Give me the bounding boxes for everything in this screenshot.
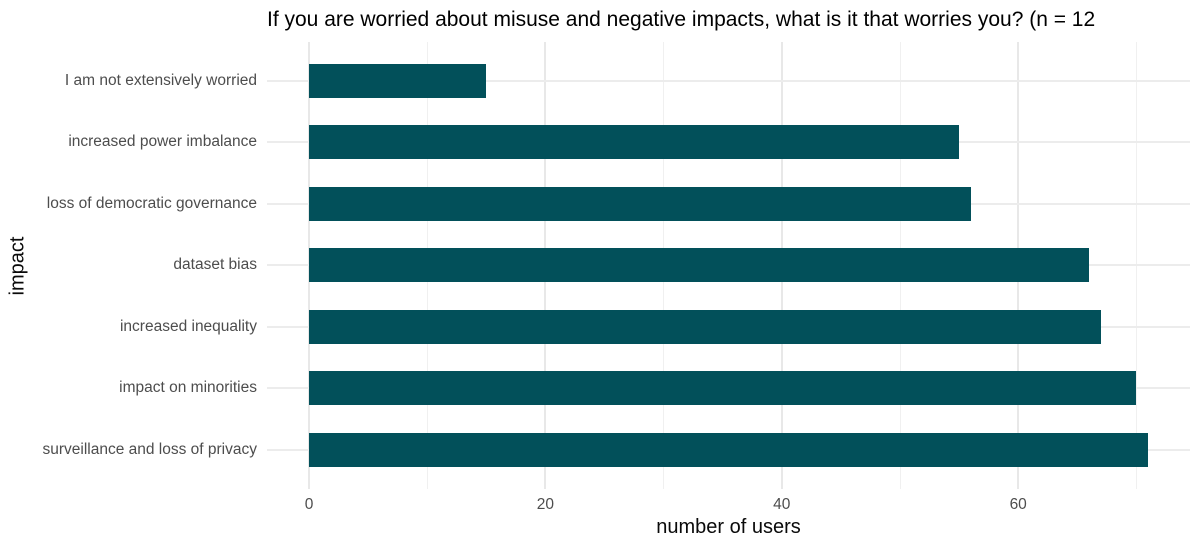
bar bbox=[309, 63, 487, 98]
x-tick-label: 0 bbox=[304, 496, 314, 513]
bar bbox=[309, 125, 960, 160]
y-category-label: increased power imbalance bbox=[68, 133, 257, 151]
y-category-label: impact on minorities bbox=[119, 379, 257, 397]
bar bbox=[309, 371, 1137, 406]
bar bbox=[309, 248, 1090, 283]
y-category-label: dataset bias bbox=[173, 256, 257, 274]
y-category-label: increased inequality bbox=[119, 317, 257, 335]
y-category-label: I am not extensively worried bbox=[64, 71, 257, 89]
bar bbox=[309, 309, 1101, 344]
x-tick-label: 20 bbox=[536, 496, 555, 513]
y-category-label: surveillance and loss of privacy bbox=[42, 440, 257, 458]
gridline-category bbox=[267, 79, 1190, 82]
bar bbox=[309, 186, 971, 221]
chart-title: If you are worried about misuse and nega… bbox=[267, 8, 1096, 31]
x-tick-label: 40 bbox=[773, 496, 791, 513]
plot-panel bbox=[267, 42, 1190, 489]
y-category-label: loss of democratic governance bbox=[46, 194, 257, 212]
bar bbox=[309, 432, 1149, 467]
x-axis-title: number of users bbox=[656, 516, 801, 538]
x-tick-label: 60 bbox=[1009, 496, 1027, 513]
